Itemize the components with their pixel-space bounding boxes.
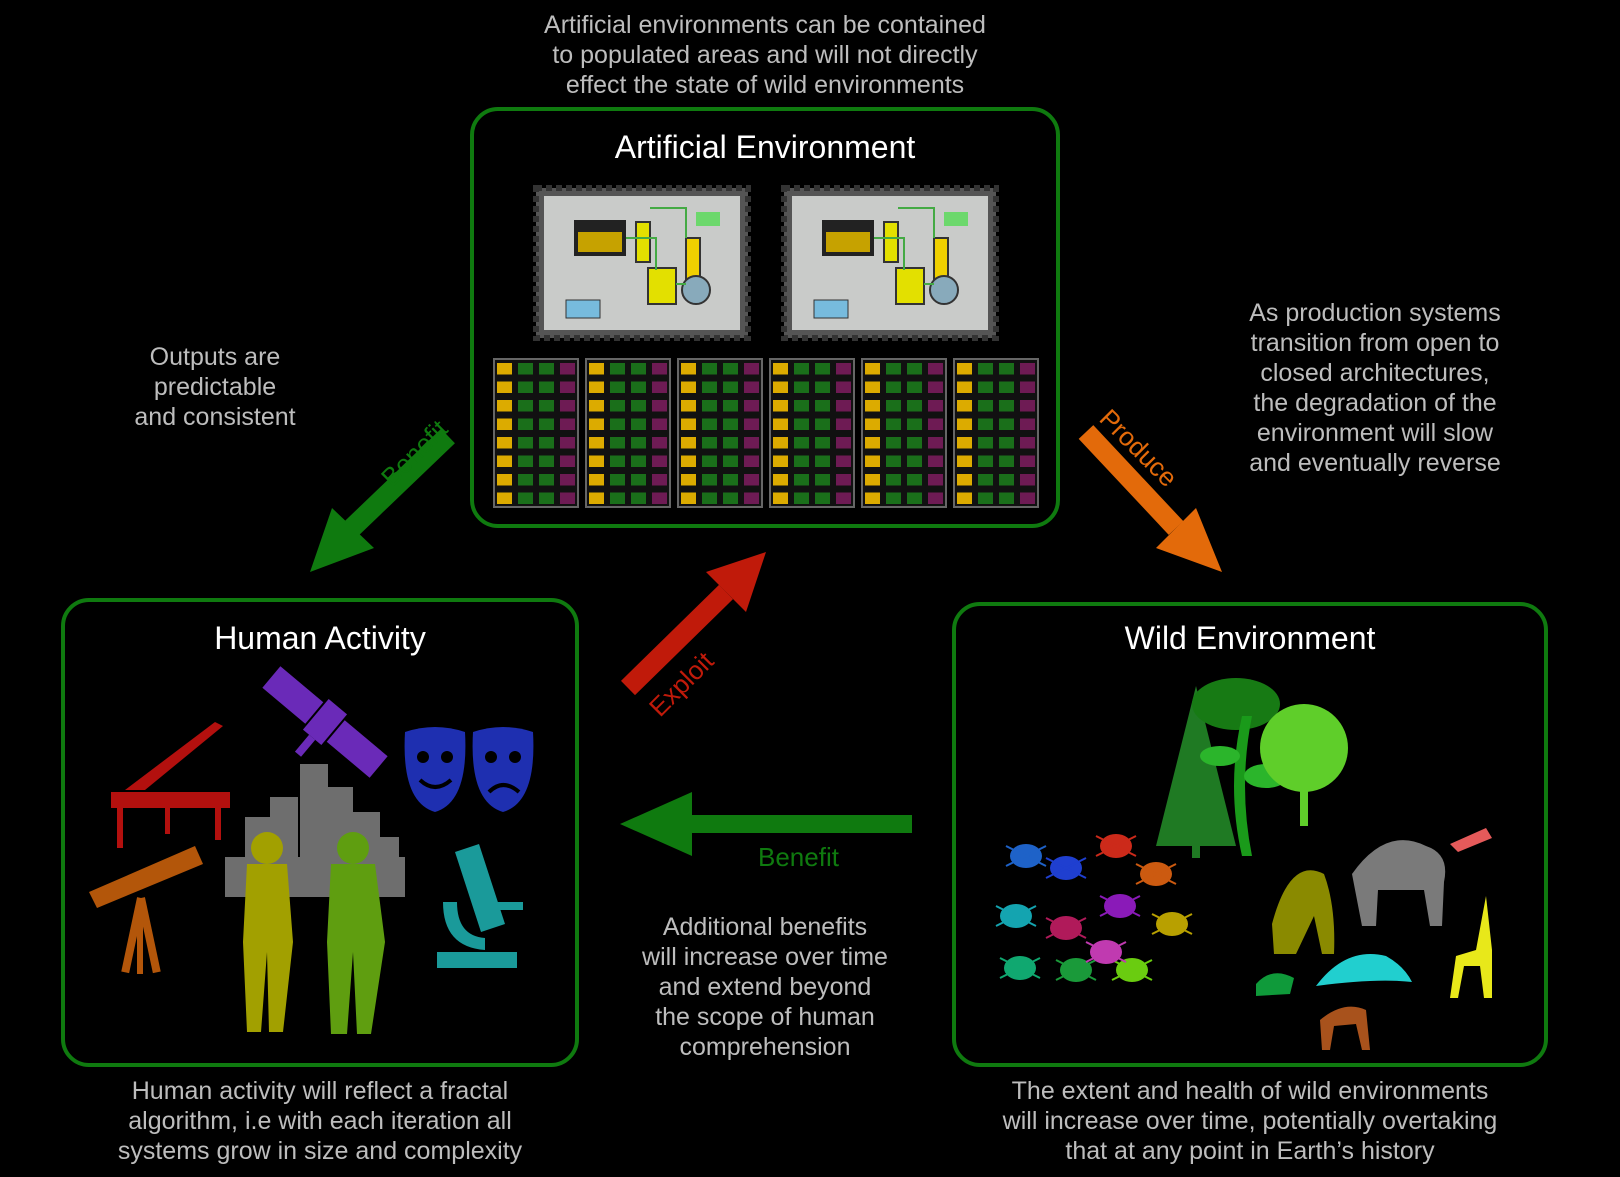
human-activity-title: Human Activity bbox=[214, 620, 426, 656]
satellite-icon bbox=[262, 666, 388, 778]
note-right: As production systems transition from op… bbox=[1249, 299, 1501, 477]
benefit-arrow-diagonal: Benefit bbox=[310, 413, 455, 572]
worker-icon bbox=[243, 832, 293, 1032]
human-activity-box: Human Activity bbox=[61, 598, 579, 1067]
note-top: Artificial environments can be contained… bbox=[544, 11, 986, 99]
note-left: Outputs are predictable and consistent bbox=[134, 343, 296, 431]
note-bottom-left: Human activity will reflect a fractal al… bbox=[117, 1077, 523, 1165]
reactor-diagram-icon bbox=[781, 185, 999, 341]
insects-icon bbox=[995, 834, 1193, 982]
vertical-farm-grid-icon bbox=[493, 358, 1039, 508]
artificial-environment-title: Artificial Environment bbox=[614, 129, 916, 165]
microscope-icon bbox=[437, 844, 523, 968]
trees-icon bbox=[1156, 678, 1348, 858]
telescope-icon bbox=[89, 846, 203, 974]
worker-icon bbox=[327, 832, 385, 1034]
produce-arrow: Produce bbox=[1078, 403, 1222, 572]
note-bottom-right: The extent and health of wild environmen… bbox=[1002, 1077, 1498, 1165]
benefit-label-horizontal: Benefit bbox=[758, 842, 840, 872]
theatre-masks-icon bbox=[404, 727, 534, 812]
piano-icon bbox=[111, 722, 230, 848]
animals-icon bbox=[1256, 828, 1492, 1050]
artificial-environment-box: Artificial Environment bbox=[470, 107, 1060, 528]
benefit-arrow-horizontal: Benefit bbox=[620, 792, 912, 872]
note-center-bottom: Additional benefits will increase over t… bbox=[642, 913, 888, 1061]
wild-environment-title: Wild Environment bbox=[1124, 620, 1376, 656]
reactor-diagram-icon bbox=[533, 185, 751, 341]
exploit-arrow: Exploit bbox=[621, 552, 766, 722]
wild-environment-box: Wild Environment bbox=[952, 602, 1548, 1067]
